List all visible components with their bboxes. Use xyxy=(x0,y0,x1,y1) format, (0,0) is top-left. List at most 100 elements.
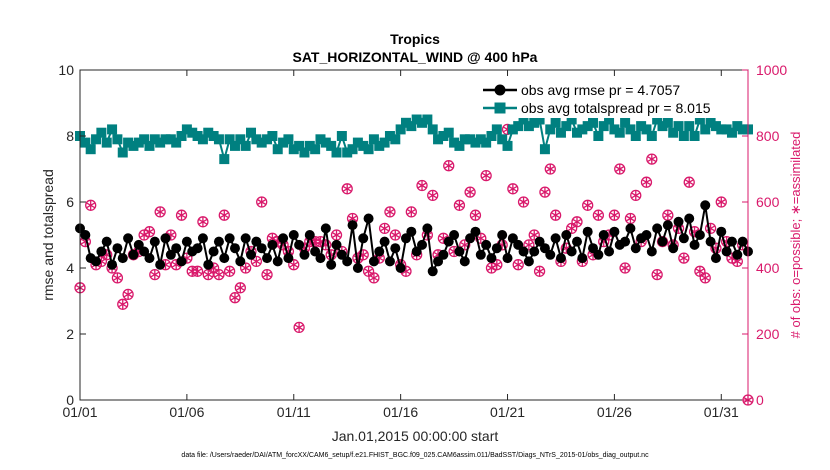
obs-assimilated-marker xyxy=(219,210,229,221)
obs-assimilated-marker xyxy=(428,190,438,201)
x-tick-label: 01/31 xyxy=(704,404,739,420)
y-tick-label-left: 4 xyxy=(66,260,74,276)
rmse-marker xyxy=(395,263,406,273)
totalspread-marker xyxy=(646,131,657,141)
totalspread-marker xyxy=(561,121,572,132)
rmse-marker xyxy=(502,253,513,264)
totalspread-marker xyxy=(213,134,224,145)
totalspread-marker xyxy=(197,134,208,145)
obs-assimilated-marker xyxy=(631,190,641,201)
legend-rmse-label: obs avg rmse pr = 4.7057 xyxy=(521,82,680,98)
y-tick-label-left: 2 xyxy=(66,326,74,342)
totalspread-marker xyxy=(160,134,171,145)
obs-assimilated-marker xyxy=(454,200,465,211)
obs-assimilated-marker xyxy=(155,206,165,217)
totalspread-marker xyxy=(278,137,289,148)
rmse-marker xyxy=(219,253,230,264)
rmse-marker xyxy=(545,249,556,260)
rmse-marker xyxy=(721,246,732,257)
y-tick-label-right: 200 xyxy=(756,326,780,342)
rmse-marker xyxy=(80,230,91,240)
obs-assimilated-marker xyxy=(331,230,342,240)
obs-assimilated-marker xyxy=(390,230,400,240)
obs-assimilated-marker xyxy=(593,210,604,221)
x-tick-label: 01/26 xyxy=(597,404,632,420)
rmse-marker xyxy=(390,243,401,254)
rmse-marker xyxy=(192,243,203,254)
totalspread-marker xyxy=(539,144,550,155)
rmse-marker xyxy=(128,249,139,260)
rmse-marker xyxy=(438,249,449,260)
obs-assimilated-marker xyxy=(550,210,561,221)
obs-assimilated-marker xyxy=(481,170,491,181)
rmse-marker xyxy=(342,256,353,267)
totalspread-marker xyxy=(181,124,192,135)
obs-assimilated-marker xyxy=(417,180,427,191)
totalspread-marker xyxy=(507,124,518,135)
rmse-marker xyxy=(449,230,460,240)
rmse-marker xyxy=(481,239,492,250)
obs-assimilated-marker xyxy=(700,272,710,283)
obs-assimilated-marker xyxy=(470,210,481,221)
totalspread-marker xyxy=(475,134,486,145)
totalspread-marker xyxy=(283,134,294,145)
totalspread-marker xyxy=(336,131,347,141)
totalspread-marker xyxy=(545,124,556,135)
rmse-marker xyxy=(470,226,481,237)
obs-assimilated-marker xyxy=(251,256,262,267)
rmse-marker xyxy=(620,236,631,247)
rmse-marker xyxy=(427,266,438,277)
rmse-marker xyxy=(235,256,246,267)
rmse-marker xyxy=(657,236,668,247)
obs-assimilated-marker xyxy=(112,272,123,283)
rmse-marker xyxy=(224,233,235,244)
totalspread-marker xyxy=(288,144,299,155)
rmse-marker xyxy=(101,236,112,247)
totalspread-marker xyxy=(272,144,283,155)
totalspread-marker xyxy=(256,137,267,148)
rmse-marker xyxy=(278,233,289,244)
rmse-marker xyxy=(171,243,182,254)
totalspread-marker xyxy=(433,134,444,145)
totalspread-marker xyxy=(630,131,641,141)
obs-assimilated-marker xyxy=(647,154,657,165)
rmse-marker xyxy=(229,243,240,254)
totalspread-marker xyxy=(449,137,460,148)
obs-assimilated-marker xyxy=(679,253,689,264)
obs-assimilated-marker xyxy=(363,266,374,277)
totalspread-marker xyxy=(668,127,679,138)
totalspread-marker xyxy=(342,147,353,158)
rmse-marker xyxy=(571,236,582,247)
totalspread-marker xyxy=(454,140,465,151)
totalspread-marker xyxy=(246,127,257,138)
obs-assimilated-marker xyxy=(695,266,705,277)
totalspread-marker xyxy=(534,114,545,125)
totalspread-marker xyxy=(497,134,508,145)
obs-assimilated-marker xyxy=(203,269,213,280)
totalspread-marker xyxy=(604,114,615,125)
x-tick-label: 01/06 xyxy=(169,404,204,420)
totalspread-marker xyxy=(417,117,428,128)
rmse-marker xyxy=(208,246,219,257)
rmse-marker xyxy=(384,256,395,267)
legend: obs avg rmse pr = 4.7057 obs avg totalsp… xyxy=(477,78,743,118)
obs-assimilated-marker xyxy=(534,266,545,277)
y-axis-left-label: rmse and totalspread xyxy=(40,169,56,301)
totalspread-marker xyxy=(203,127,214,138)
rmse-marker xyxy=(347,220,358,231)
totalspread-marker xyxy=(294,140,305,151)
rmse-marker xyxy=(379,236,390,247)
rmse-marker xyxy=(406,226,417,237)
totalspread-marker xyxy=(566,114,577,125)
rmse-marker xyxy=(582,226,593,237)
legend-totalspread-label: obs avg totalspread pr = 8.015 xyxy=(521,100,711,116)
x-tick-label: 01/16 xyxy=(383,404,418,420)
totalspread-marker xyxy=(636,121,647,132)
rmse-marker xyxy=(117,253,128,264)
rmse-marker xyxy=(304,230,315,240)
rmse-marker xyxy=(363,213,374,224)
totalspread-marker xyxy=(406,121,417,132)
obs-assimilated-marker xyxy=(566,223,577,234)
totalspread-marker xyxy=(502,140,513,151)
rmse-marker xyxy=(320,223,331,234)
